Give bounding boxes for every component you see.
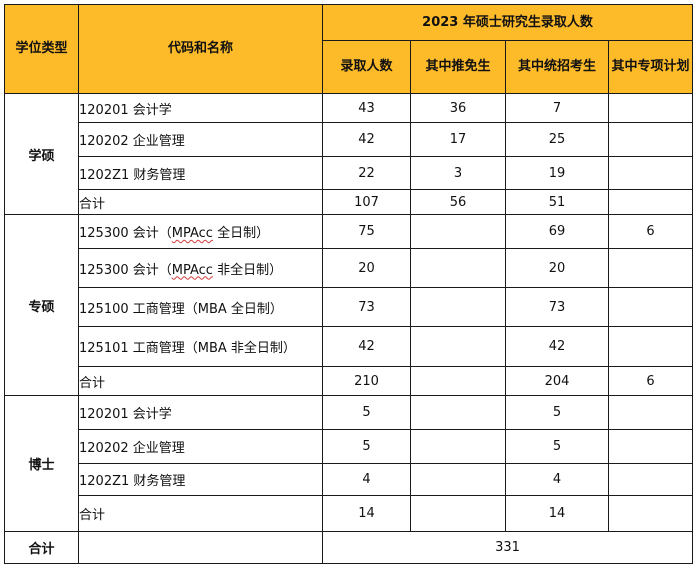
recommended-cell: [410, 248, 506, 288]
recommended-cell: 3: [410, 156, 506, 190]
program-name-cell: 合计: [78, 495, 323, 532]
exam-cell: 42: [505, 326, 609, 367]
recommended-cell: [410, 214, 506, 249]
admission-table: 学位类型 代码和名称 2023 年硕士研究生录取人数 录取人数 其中推免生 其中…: [4, 4, 694, 564]
grand-total-empty-cell: [78, 531, 323, 564]
admitted-cell: 42: [322, 122, 411, 157]
header-group-title: 2023 年硕士研究生录取人数: [321, 4, 694, 41]
admitted-cell: 73: [322, 287, 411, 327]
recommended-cell: 17: [410, 122, 506, 157]
table-row: 1202Z1 财务管理 22 3 19: [5, 156, 694, 190]
admitted-cell: 4: [322, 463, 411, 496]
category-cell: 学硕: [4, 93, 79, 215]
program-name-cell: 125300 会计（MPAcc 非全日制）: [78, 248, 323, 288]
special-cell: [607, 495, 694, 532]
admitted-cell: 14: [322, 495, 411, 532]
program-name-cell: 125300 会计（MPAcc 全日制）: [78, 214, 323, 249]
admitted-cell: 20: [322, 248, 411, 288]
recommended-cell: [410, 495, 506, 532]
admitted-cell: 5: [322, 395, 411, 430]
exam-cell: 4: [505, 463, 609, 496]
program-name-cell: 1202Z1 财务管理: [78, 156, 323, 190]
special-cell: 6: [607, 366, 694, 396]
recommended-cell: [410, 429, 506, 464]
admitted-cell: 107: [322, 189, 411, 215]
recommended-cell: 56: [410, 189, 506, 215]
admitted-cell: 43: [322, 93, 411, 123]
program-name-cell: 合计: [78, 366, 323, 396]
program-name-cell: 1202Z1 财务管理: [78, 463, 323, 496]
exam-cell: 20: [505, 248, 609, 288]
exam-cell: 51: [505, 189, 609, 215]
special-cell: [607, 93, 694, 123]
category-cell: 博士: [4, 395, 79, 532]
admitted-cell: 5: [322, 429, 411, 464]
table-row: 1202Z1 财务管理 4 4: [5, 463, 694, 496]
grand-total-value: 331: [321, 531, 694, 564]
exam-cell: 5: [505, 429, 609, 464]
program-name-cell: 125100 工商管理（MBA 全日制）: [78, 287, 323, 327]
special-cell: [607, 429, 694, 464]
spellcheck-underline: MPAcc: [171, 226, 213, 241]
recommended-cell: 36: [410, 93, 506, 123]
table-row: 博士 120201 会计学 5 5: [4, 395, 694, 532]
special-cell: 6: [607, 214, 694, 249]
special-cell: [607, 463, 694, 496]
recommended-cell: [410, 366, 506, 396]
table-row: 125300 会计（MPAcc 非全日制） 20 20: [5, 248, 694, 288]
table-row: 合计 14 14: [5, 495, 694, 532]
table-row: 专硕 125300 会计（MPAcc 全日制） 75 69 6: [4, 214, 694, 396]
table-row: 120202 企业管理 42 17 25: [5, 122, 694, 157]
table-row: 合计 210 204 6: [5, 366, 694, 396]
header-degree-type: 学位类型: [4, 4, 79, 94]
program-name-cell: 120202 企业管理: [78, 429, 323, 464]
exam-cell: 204: [505, 366, 609, 396]
spellcheck-underline: MPAcc: [171, 262, 213, 278]
program-name-cell: 合计: [78, 189, 323, 215]
special-cell: [607, 287, 694, 327]
exam-cell: 73: [505, 287, 609, 327]
special-cell: [607, 156, 694, 190]
special-cell: [607, 248, 694, 288]
header-special: 其中专项计划: [607, 40, 694, 94]
special-cell: [607, 395, 694, 430]
special-cell: [607, 326, 694, 367]
header-code-name: 代码和名称: [78, 4, 323, 94]
table-row: 125100 工商管理（MBA 全日制） 73 73: [5, 287, 694, 327]
header-admitted: 录取人数: [322, 40, 411, 94]
exam-cell: 7: [505, 93, 609, 123]
special-cell: [607, 189, 694, 215]
grand-total-label: 合计: [4, 531, 79, 564]
program-name-cell: 120202 企业管理: [78, 122, 323, 157]
exam-cell: 14: [505, 495, 609, 532]
table-row: 合计 107 56 51: [5, 189, 694, 215]
recommended-cell: [410, 395, 506, 430]
exam-cell: 25: [505, 122, 609, 157]
special-cell: [607, 122, 694, 157]
header-row-2: 录取人数 其中推免生 其中统招考生 其中专项计划: [5, 40, 694, 94]
header-exam: 其中统招考生: [505, 40, 609, 94]
admitted-cell: 210: [322, 366, 411, 396]
exam-cell: 19: [505, 156, 609, 190]
exam-cell: 5: [505, 395, 609, 430]
grand-total-row: 合计 331: [4, 531, 694, 564]
admitted-cell: 42: [322, 326, 411, 367]
recommended-cell: [410, 463, 506, 496]
admitted-cell: 22: [322, 156, 411, 190]
table-row: 120202 企业管理 5 5: [5, 429, 694, 464]
exam-cell: 69: [505, 214, 609, 249]
category-cell: 专硕: [4, 214, 79, 396]
table-row: 125101 工商管理（MBA 非全日制） 42 42: [5, 326, 694, 367]
header-row-1: 学位类型 代码和名称 2023 年硕士研究生录取人数: [4, 4, 694, 94]
recommended-cell: [410, 287, 506, 327]
admitted-cell: 75: [322, 214, 411, 249]
program-name-cell: 125101 工商管理（MBA 非全日制）: [78, 326, 323, 367]
program-name-cell: 120201 会计学: [78, 93, 323, 123]
table-row: 学硕 120201 会计学 43 36 7: [4, 93, 694, 215]
program-name-cell: 120201 会计学: [78, 395, 323, 430]
header-recommended: 其中推免生: [410, 40, 506, 94]
recommended-cell: [410, 326, 506, 367]
